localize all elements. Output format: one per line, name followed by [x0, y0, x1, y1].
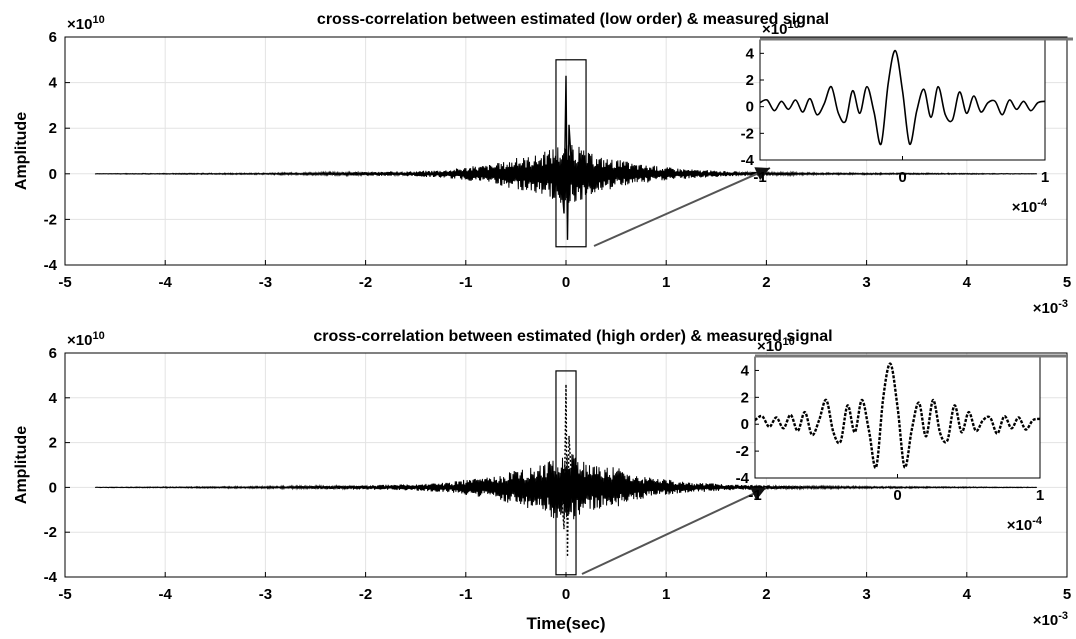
x-tick-label: 2 [762, 586, 770, 603]
x-tick-label: 5 [1063, 586, 1071, 603]
inset-x-exponent-label: ×10-4 [1007, 515, 1043, 534]
inset-signal-trace [754, 362, 1041, 469]
inset-y-tick-label: 0 [746, 99, 754, 116]
x-tick-label: -2 [359, 274, 372, 291]
x-tick-label: 4 [963, 274, 972, 291]
y-exponent-label-exponent: 10 [92, 330, 104, 342]
x-tick-label: 0 [562, 586, 570, 603]
inset-x-tick-label: -1 [748, 487, 761, 504]
zoom-arrow [581, 487, 767, 575]
y-exponent-label: ×1010 [67, 14, 105, 33]
x-tick-label: 1 [662, 586, 670, 603]
inset-x-exponent-label-exponent: -4 [1032, 515, 1043, 527]
y-axis-label: Amplitude [13, 112, 30, 190]
x-tick-label: 4 [963, 586, 972, 603]
y-tick-label: -2 [44, 211, 57, 228]
x-tick-label: -2 [359, 586, 372, 603]
inset-x-tick-label: 1 [1036, 487, 1044, 504]
inset-y-tick-label: 0 [741, 416, 749, 433]
x-tick-label: -4 [159, 586, 173, 603]
zoom-arrow-head [750, 487, 766, 501]
y-exponent-label-exponent: 10 [92, 14, 104, 26]
x-tick-label: -1 [459, 586, 472, 603]
inset-y-tick-label: -4 [736, 470, 750, 487]
inset-area [754, 356, 1041, 479]
x-tick-label: 1 [662, 274, 670, 291]
x-tick-label: -3 [259, 586, 272, 603]
inset-x-tick-label: -1 [753, 169, 766, 186]
x-tick-label: -4 [159, 274, 173, 291]
x-tick-label: -3 [259, 274, 272, 291]
inset-y-tick-label: -2 [741, 125, 754, 142]
bottom-panel: -5 -4 -3 -2 -1 0 1 2 3 4 5-4-20246×1010×10-3Amplit… [13, 328, 1071, 633]
inset-y-tick-label: -4 [741, 152, 755, 169]
signal-peak [560, 384, 573, 557]
inset-y-exponent-label-exponent: 10 [787, 19, 799, 31]
y-tick-label: -2 [44, 524, 57, 541]
x-tick-label: 2 [762, 274, 770, 291]
zoom-arrow [593, 167, 771, 247]
inset-y-exponent-label-exponent: 10 [782, 336, 794, 348]
inset-y-exponent-label: ×1010 [762, 19, 800, 38]
inset-y-tick-label: -2 [736, 443, 749, 460]
x-tick-label: -5 [58, 274, 71, 291]
y-tick-label: -4 [44, 569, 58, 586]
y-tick-label: 2 [49, 435, 57, 452]
signal-trace [94, 454, 1038, 520]
y-tick-label: 4 [49, 390, 58, 407]
y-tick-label: 2 [49, 120, 57, 137]
inset-x-tick-label: 0 [898, 169, 906, 186]
y-tick-label: 6 [49, 345, 57, 362]
x-tick-label: -5 [58, 586, 71, 603]
y-tick-label: 4 [49, 75, 58, 92]
inset-y-tick-label: 4 [741, 362, 750, 379]
signal-peak [560, 75, 573, 240]
x-exponent-label: ×10-3 [1033, 610, 1068, 629]
y-axis-label: Amplitude [13, 426, 30, 504]
x-exponent-label-exponent: -3 [1058, 610, 1068, 622]
top-panel: -5 -4 -3 -2 -1 0 1 2 3 4 5-4-20246×1010×10-3Amplit… [13, 11, 1073, 317]
inset-signal-trace [759, 49, 1046, 146]
inset-x-tick-label: 0 [893, 487, 901, 504]
inset-y-tick-label: 2 [741, 389, 749, 406]
x-exponent-label: ×10-3 [1033, 298, 1068, 317]
y-tick-label: 6 [49, 29, 57, 46]
x-axis-label: Time(sec) [526, 614, 605, 633]
x-tick-label: 5 [1063, 274, 1071, 291]
inset-y-tick-label: 2 [746, 72, 754, 89]
y-exponent-label: ×1010 [67, 330, 105, 349]
y-tick-label: -4 [44, 257, 58, 274]
x-exponent-label-exponent: -3 [1058, 298, 1068, 310]
y-tick-label: 0 [49, 166, 57, 183]
chart-title: cross-correlation between estimated (hig… [313, 328, 832, 345]
x-tick-label: 0 [562, 274, 570, 291]
chart-title: cross-correlation between estimated (low… [317, 11, 829, 28]
inset-x-exponent-label-exponent: -4 [1037, 197, 1048, 209]
x-tick-label: 3 [862, 274, 870, 291]
x-tick-label: -1 [459, 274, 472, 291]
zoom-arrow-head [754, 167, 770, 181]
inset-plot: -1 0 1 -4 -2 0 2 4 ×1010 ×10-4 [741, 19, 1073, 216]
inset-x-exponent-label: ×10-4 [1012, 197, 1048, 216]
zoom-box [555, 59, 587, 248]
y-tick-label: 0 [49, 479, 57, 496]
inset-x-tick-label: 1 [1041, 169, 1049, 186]
inset-y-tick-label: 4 [746, 45, 755, 62]
inset-area [759, 39, 1046, 161]
inset-plot: -1 0 1 -4 -2 0 2 4 ×1010 ×10-4 [736, 336, 1068, 534]
inset-y-exponent-label: ×1010 [757, 336, 795, 355]
x-tick-label: 3 [862, 586, 870, 603]
